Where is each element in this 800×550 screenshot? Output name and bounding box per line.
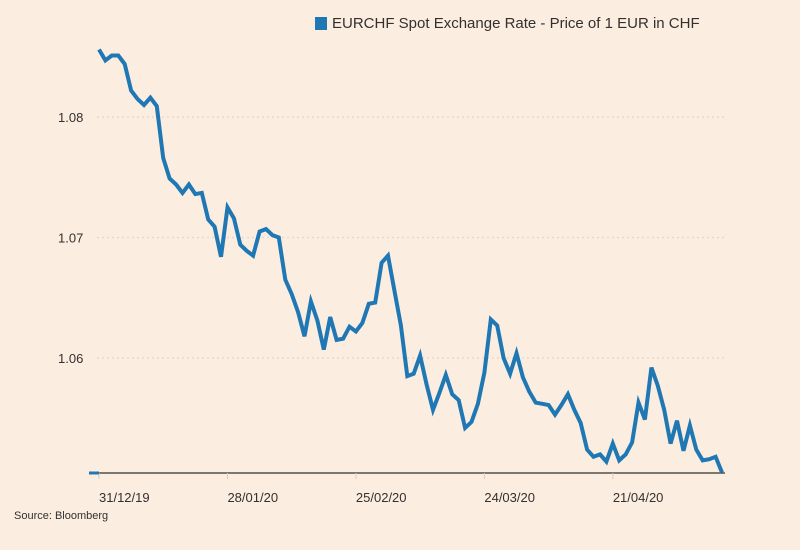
series-layer bbox=[89, 48, 724, 475]
x-axis: 31/12/19 28/01/20 25/02/20 24/03/20 21/04/20 bbox=[92, 472, 725, 505]
x-tick-label: 28/01/20 bbox=[227, 490, 278, 505]
x-tick-label: 25/02/20 bbox=[356, 490, 407, 505]
y-tick-label: 1.06 bbox=[58, 351, 83, 366]
y-tick-label: 1.08 bbox=[58, 110, 83, 125]
y-tick-label: 1.07 bbox=[58, 231, 83, 246]
legend-label: EURCHF Spot Exchange Rate - Price of 1 E… bbox=[332, 15, 700, 32]
gridlines bbox=[97, 116, 725, 359]
x-tick-label: 31/12/19 bbox=[99, 490, 150, 505]
legend-swatch bbox=[315, 17, 327, 30]
y-axis-ticks: 1.06 1.07 1.08 bbox=[58, 110, 83, 366]
x-tick-label: 21/04/20 bbox=[613, 490, 664, 505]
series-line-eurchf bbox=[97, 48, 724, 474]
source-note: Source: Bloomberg bbox=[14, 510, 109, 522]
x-tick-label: 24/03/20 bbox=[484, 490, 535, 505]
legend: EURCHF Spot Exchange Rate - Price of 1 E… bbox=[315, 15, 700, 32]
